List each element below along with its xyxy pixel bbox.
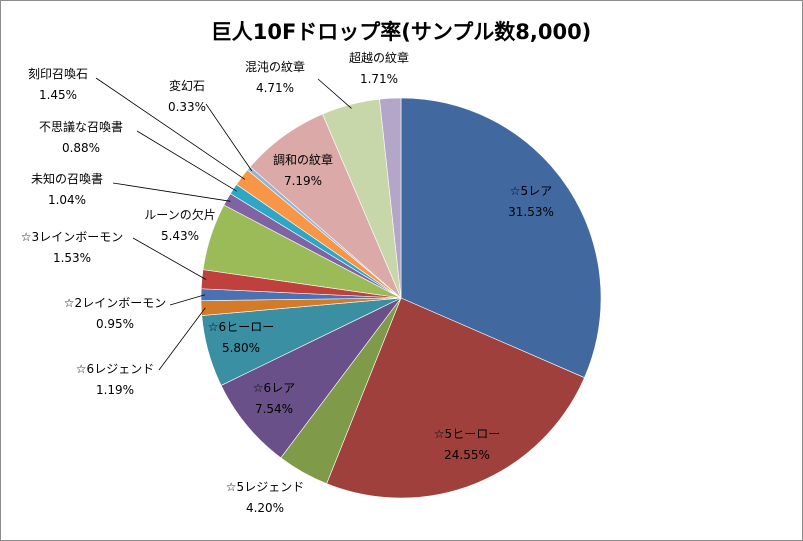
slice-name-label: ☆6ヒーロー: [208, 320, 274, 334]
slice-name-label: 混沌の紋章: [245, 59, 305, 74]
slice-value-label: 31.53%: [508, 205, 554, 219]
slice-name-label: ☆5レジェンド: [226, 480, 304, 494]
slice-name-label: 不思議な召喚書: [39, 120, 123, 134]
leader-line: [158, 307, 206, 371]
chart-title: 巨人10Fドロップ率(サンプル数8,000): [211, 20, 592, 44]
pie-slice: [220, 297, 402, 459]
slice-value-label: 1.19%: [96, 383, 134, 397]
slice-name-label: ☆5レア: [510, 184, 552, 198]
slice-value-label: 1.04%: [48, 193, 86, 207]
slice-value-label: 24.55%: [444, 448, 490, 462]
slice-name-label: 超越の紋章: [349, 50, 409, 65]
slice-name-label: ☆6レジェンド: [76, 362, 154, 376]
slice-name-label: ☆2レインボーモン: [64, 296, 166, 310]
slice-value-label: 4.71%: [256, 81, 294, 95]
slice-name-label: ☆5ヒーロー: [434, 427, 500, 441]
data-labels: ☆5レア 31.53% ☆5ヒーロー 24.55% ☆5レジェンド 4.20% ☆6レア 7.…: [21, 50, 554, 515]
slice-value-label: 1.53%: [53, 251, 91, 265]
pie-slice: [379, 97, 402, 299]
leader-line: [95, 77, 246, 180]
slice-value-label: 0.88%: [62, 141, 100, 155]
leader-line: [132, 237, 207, 280]
pie-slices: [200, 97, 602, 499]
leader-line: [169, 294, 206, 306]
slice-value-label: 0.33%: [168, 100, 206, 114]
leader-line: [136, 130, 237, 192]
slice-name-label: ☆6レア: [253, 381, 295, 395]
slice-name-label: ルーンの欠片: [144, 207, 215, 222]
slice-value-label: 4.20%: [246, 501, 284, 515]
slice-value-label: 5.43%: [161, 229, 199, 243]
slice-value-label: 5.80%: [222, 341, 260, 355]
pie-slice: [400, 97, 602, 379]
slice-value-label: 1.45%: [39, 88, 77, 102]
pie-slice: [326, 297, 585, 499]
slice-value-label: 7.54%: [255, 402, 293, 416]
slice-value-label: 7.19%: [284, 174, 322, 188]
slice-value-label: 1.71%: [360, 72, 398, 86]
leader-line: [205, 103, 253, 172]
leader-lines: [95, 77, 352, 371]
slice-name-label: 変幻石: [169, 78, 205, 93]
slice-name-label: ☆3レインボーモン: [21, 230, 123, 244]
leader-line: [112, 182, 231, 202]
slice-name-label: 刻印召喚石: [28, 67, 88, 81]
slice-name-label: 未知の召喚書: [31, 172, 103, 186]
slice-name-label: 調和の紋章: [273, 152, 333, 167]
slice-value-label: 0.95%: [96, 317, 134, 331]
leader-line: [317, 78, 352, 109]
